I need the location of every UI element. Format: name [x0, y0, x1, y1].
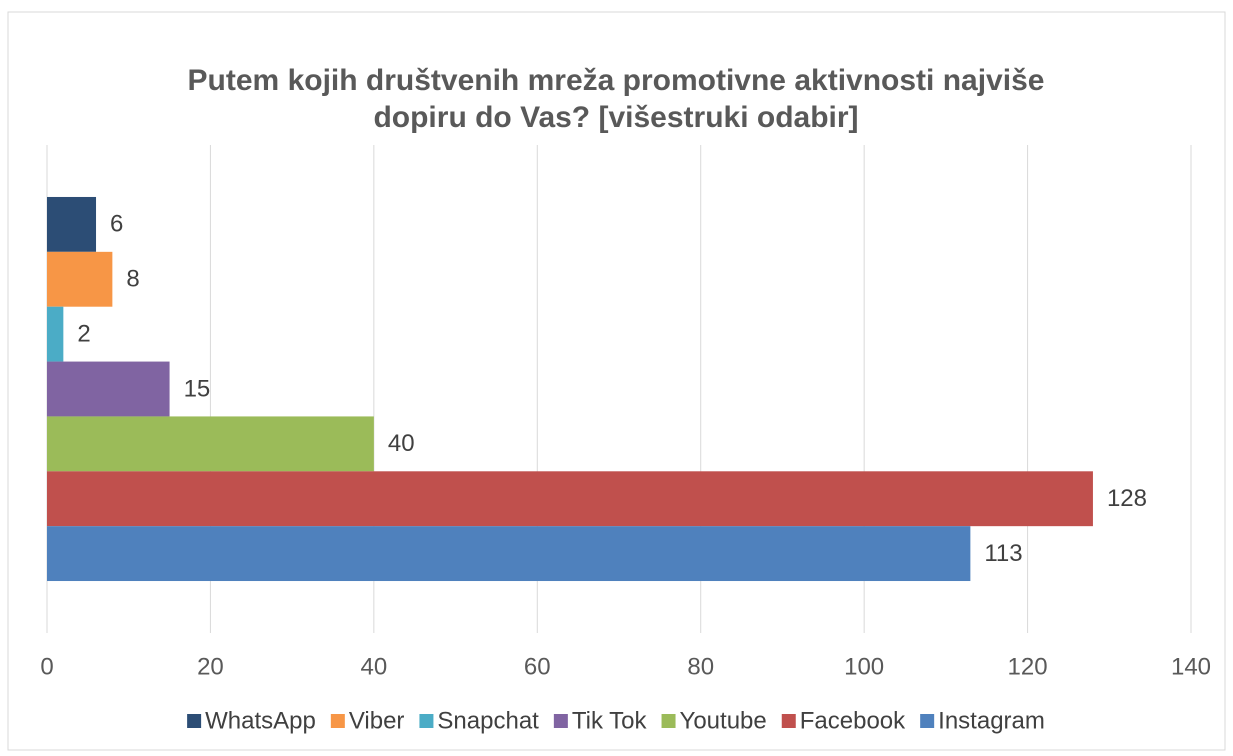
legend-swatch — [781, 714, 796, 728]
legend-swatch — [187, 714, 202, 728]
x-tick-label: 20 — [197, 653, 224, 680]
x-tick-label: 100 — [844, 653, 884, 680]
data-label: 113 — [984, 540, 1022, 567]
x-tick-label: 0 — [40, 653, 53, 680]
chart-border — [7, 11, 1226, 751]
data-label: 128 — [1107, 485, 1147, 512]
data-label: 6 — [110, 211, 123, 238]
legend-swatch — [330, 714, 345, 728]
data-label: 2 — [77, 320, 90, 347]
x-tick-label: 60 — [524, 653, 551, 680]
x-tick-label: 120 — [1008, 653, 1048, 680]
x-tick-label: 40 — [361, 653, 388, 680]
bar — [47, 471, 1093, 527]
x-tick-label: 140 — [1171, 653, 1211, 680]
legend-swatch — [553, 714, 568, 728]
bar — [47, 526, 971, 582]
x-tick-label: 80 — [687, 653, 714, 680]
legend-swatch — [661, 714, 676, 728]
chart-title: Putem kojih društvenih mreža promotivne … — [187, 64, 1045, 134]
legend-swatch — [920, 714, 935, 728]
bar — [47, 306, 64, 362]
data-label: 40 — [388, 430, 415, 457]
legend-label: WhatsApp — [205, 707, 316, 734]
legend-label: Youtube — [680, 707, 767, 734]
legend-label: Facebook — [800, 707, 906, 734]
data-label: 15 — [184, 375, 211, 402]
bar — [47, 196, 97, 252]
legend-swatch — [419, 714, 434, 728]
bar — [47, 251, 113, 307]
data-label: 8 — [126, 266, 139, 293]
legend-label: Instagram — [938, 707, 1045, 734]
legend-label: Snapchat — [437, 707, 539, 734]
bar — [47, 361, 170, 417]
bar — [47, 416, 374, 472]
legend-label: Tik Tok — [572, 707, 648, 734]
legend-label: Viber — [349, 707, 405, 734]
